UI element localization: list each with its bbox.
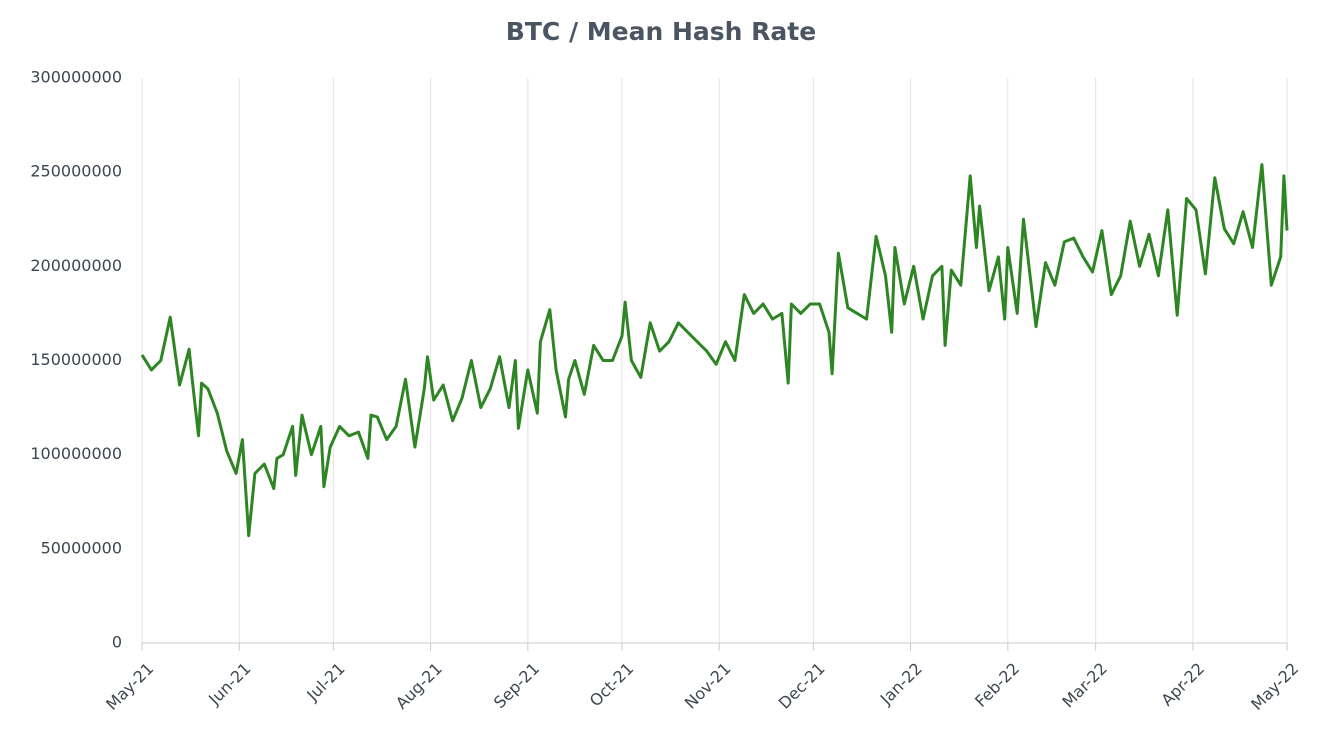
x-tick-label: Nov-21 (681, 659, 735, 713)
y-tick-label: 150000000 (30, 350, 122, 369)
x-tick-label: Mar-22 (1058, 659, 1111, 712)
x-tick-label: Dec-21 (775, 659, 829, 713)
x-tick-label: Aug-21 (392, 659, 446, 713)
x-tick-label: Jun-21 (204, 659, 254, 709)
y-tick-label: 50000000 (41, 538, 122, 557)
y-tick-label: 300000000 (30, 68, 122, 87)
x-tick-label: Apr-22 (1157, 659, 1208, 710)
chart-title: BTC / Mean Hash Rate (506, 17, 816, 46)
y-tick-label: 100000000 (30, 444, 122, 463)
y-tick-label: 0 (112, 633, 122, 652)
data-line (140, 163, 1289, 538)
x-tick-label: Jan-22 (876, 659, 926, 709)
y-tick-label: 250000000 (30, 162, 122, 181)
x-tick-label: May-21 (102, 659, 157, 714)
x-tick-label: Jul-21 (302, 659, 348, 705)
x-tick-label: Sep-21 (490, 659, 543, 712)
x-tick-label: Feb-22 (971, 659, 1023, 711)
x-tick-label: Oct-21 (586, 659, 637, 710)
y-tick-label: 200000000 (30, 256, 122, 275)
x-tick-label: May-22 (1247, 659, 1302, 714)
